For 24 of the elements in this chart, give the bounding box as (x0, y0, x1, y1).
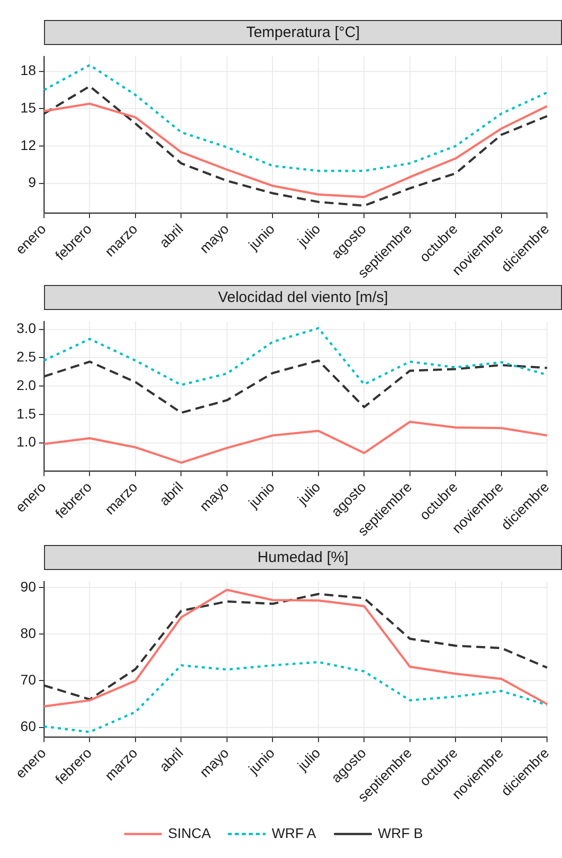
legend-label: WRF A (272, 824, 317, 841)
line-series (42, 660, 548, 734)
legend-label: WRF B (378, 824, 423, 841)
y-tick-label: 60 (20, 718, 36, 734)
y-tick-label: 2.5 (16, 348, 36, 365)
y-tick-label: 15 (20, 100, 36, 116)
y-tick-label: 2.0 (16, 376, 36, 393)
y-tick-label: 1.5 (16, 405, 36, 422)
chart-title: Temperatura [°C] (44, 20, 562, 45)
y-tick-label: 90 (20, 578, 36, 594)
y-tick-label: 18 (20, 62, 36, 78)
chart-title: Velocidad del viento [m/s] (44, 285, 562, 310)
legend-label: SINCA (168, 824, 212, 841)
chart-title: Humedad [%] (44, 545, 562, 570)
y-tick-label: 80 (20, 624, 36, 641)
x-tick-label: julio (294, 220, 324, 250)
y-tick-label: 12 (20, 136, 36, 153)
line-series (42, 64, 548, 172)
y-tick-label: 9 (28, 174, 36, 190)
x-tick-label: julio (294, 478, 324, 508)
x-tick-label: julio (294, 744, 324, 774)
y-tick-label: 3.0 (16, 320, 36, 336)
y-tick-label: 70 (20, 672, 36, 688)
y-tick-label: 1.0 (16, 434, 36, 450)
